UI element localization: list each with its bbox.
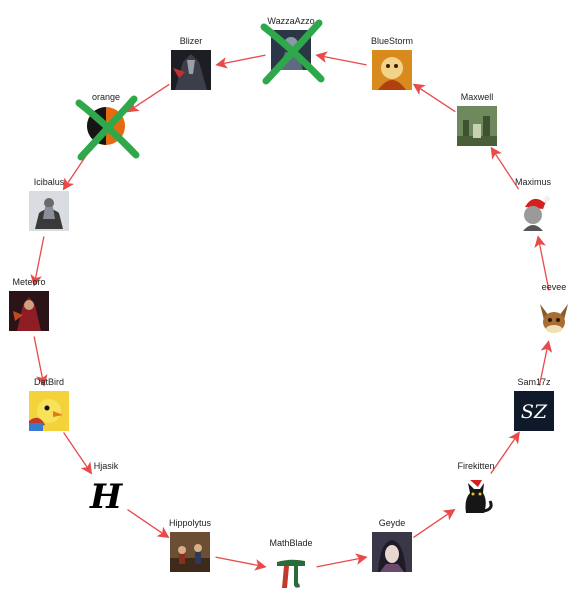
node-label: Maxwell bbox=[460, 92, 494, 102]
fire-creature-avatar-icon bbox=[372, 50, 412, 90]
santa-hat-character-avatar-icon bbox=[513, 191, 553, 231]
node-label: Blizer bbox=[179, 36, 203, 46]
sz-logo-avatar-icon: SZ bbox=[514, 391, 554, 431]
arrow-wazzaazzo-to-blizer bbox=[215, 54, 266, 69]
node-wazzaazzo: WazzaAzzo bbox=[236, 16, 346, 70]
node-orange: orange bbox=[51, 92, 161, 146]
dark-warrior-avatar-icon bbox=[171, 50, 211, 90]
arrow-firekitten-to-sam17z bbox=[490, 431, 520, 474]
arrow-hjasik-to-hippolytus bbox=[127, 509, 170, 539]
arrow-hippolytus-to-mathblade bbox=[215, 556, 267, 571]
node-label: WazzaAzzo bbox=[267, 16, 315, 26]
black-cat-avatar-icon bbox=[456, 475, 496, 515]
arrow-eevee-to-maximus bbox=[534, 235, 550, 291]
arrow-maxwell-to-bluestorm bbox=[412, 83, 456, 113]
forest-ruins-avatar-icon bbox=[457, 106, 497, 146]
node-label: DatBird bbox=[33, 377, 64, 387]
node-maxwell: Maxwell bbox=[422, 92, 532, 146]
node-datbird: DatBird bbox=[0, 377, 104, 431]
red-warrior-avatar-icon bbox=[9, 291, 49, 331]
arrow-geyde-to-firekitten bbox=[413, 508, 456, 538]
svg-text:H: H bbox=[89, 477, 124, 515]
node-firekitten: Firekitten bbox=[421, 461, 531, 515]
node-label: Maximus bbox=[514, 177, 551, 187]
node-mathblade: MathBlade bbox=[236, 538, 346, 592]
svg-text:SZ: SZ bbox=[521, 401, 548, 423]
dark-figure-avatar-icon bbox=[271, 30, 311, 70]
orange-circle-avatar-icon bbox=[86, 106, 126, 146]
node-label: eevee bbox=[541, 282, 567, 292]
arrow-layer bbox=[30, 51, 553, 571]
node-label: Sam17z bbox=[517, 377, 551, 387]
arrow-meteoro-to-datbird bbox=[33, 336, 48, 387]
knight-on-horse-avatar-icon bbox=[29, 191, 69, 231]
arrow-icibalus-to-meteoro bbox=[30, 236, 45, 287]
node-icibalus: Icibalus bbox=[0, 177, 104, 231]
node-label: Meteoro bbox=[12, 277, 46, 287]
node-label: orange bbox=[91, 92, 121, 102]
anime-girl-avatar-icon bbox=[372, 532, 412, 572]
node-maximus: Maximus bbox=[478, 177, 580, 231]
yellow-bird-avatar-icon bbox=[29, 391, 69, 431]
node-eevee: eevee bbox=[499, 282, 580, 336]
painting-avatar-icon bbox=[170, 532, 210, 572]
node-blizer: Blizer bbox=[136, 36, 246, 90]
node-label: Hippolytus bbox=[168, 518, 212, 528]
node-geyde: Geyde bbox=[337, 518, 447, 572]
node-hjasik: Hjasik H bbox=[51, 461, 161, 515]
node-label: BlueStorm bbox=[370, 36, 414, 46]
pi-symbol-avatar-icon bbox=[271, 552, 311, 592]
gothic-h-letter-avatar-icon: H bbox=[86, 475, 126, 515]
node-label: Icibalus bbox=[33, 177, 65, 187]
arrow-mathblade-to-geyde bbox=[316, 553, 368, 568]
arrow-datbird-to-hjasik bbox=[63, 432, 93, 475]
node-sam17z: Sam17z SZ bbox=[479, 377, 580, 431]
node-label: Hjasik bbox=[93, 461, 119, 471]
eevee-avatar-icon bbox=[534, 296, 574, 336]
arrow-maximus-to-maxwell bbox=[490, 146, 520, 190]
node-meteoro: Meteoro bbox=[0, 277, 84, 331]
node-label: MathBlade bbox=[269, 538, 313, 548]
node-hippolytus: Hippolytus bbox=[135, 518, 245, 572]
arrow-bluestorm-to-wazzaazzo bbox=[315, 51, 367, 66]
node-label: Firekitten bbox=[457, 461, 495, 471]
node-label: Geyde bbox=[378, 518, 406, 528]
node-bluestorm: BlueStorm bbox=[337, 36, 447, 90]
arrow-sam17z-to-eevee bbox=[538, 340, 553, 386]
